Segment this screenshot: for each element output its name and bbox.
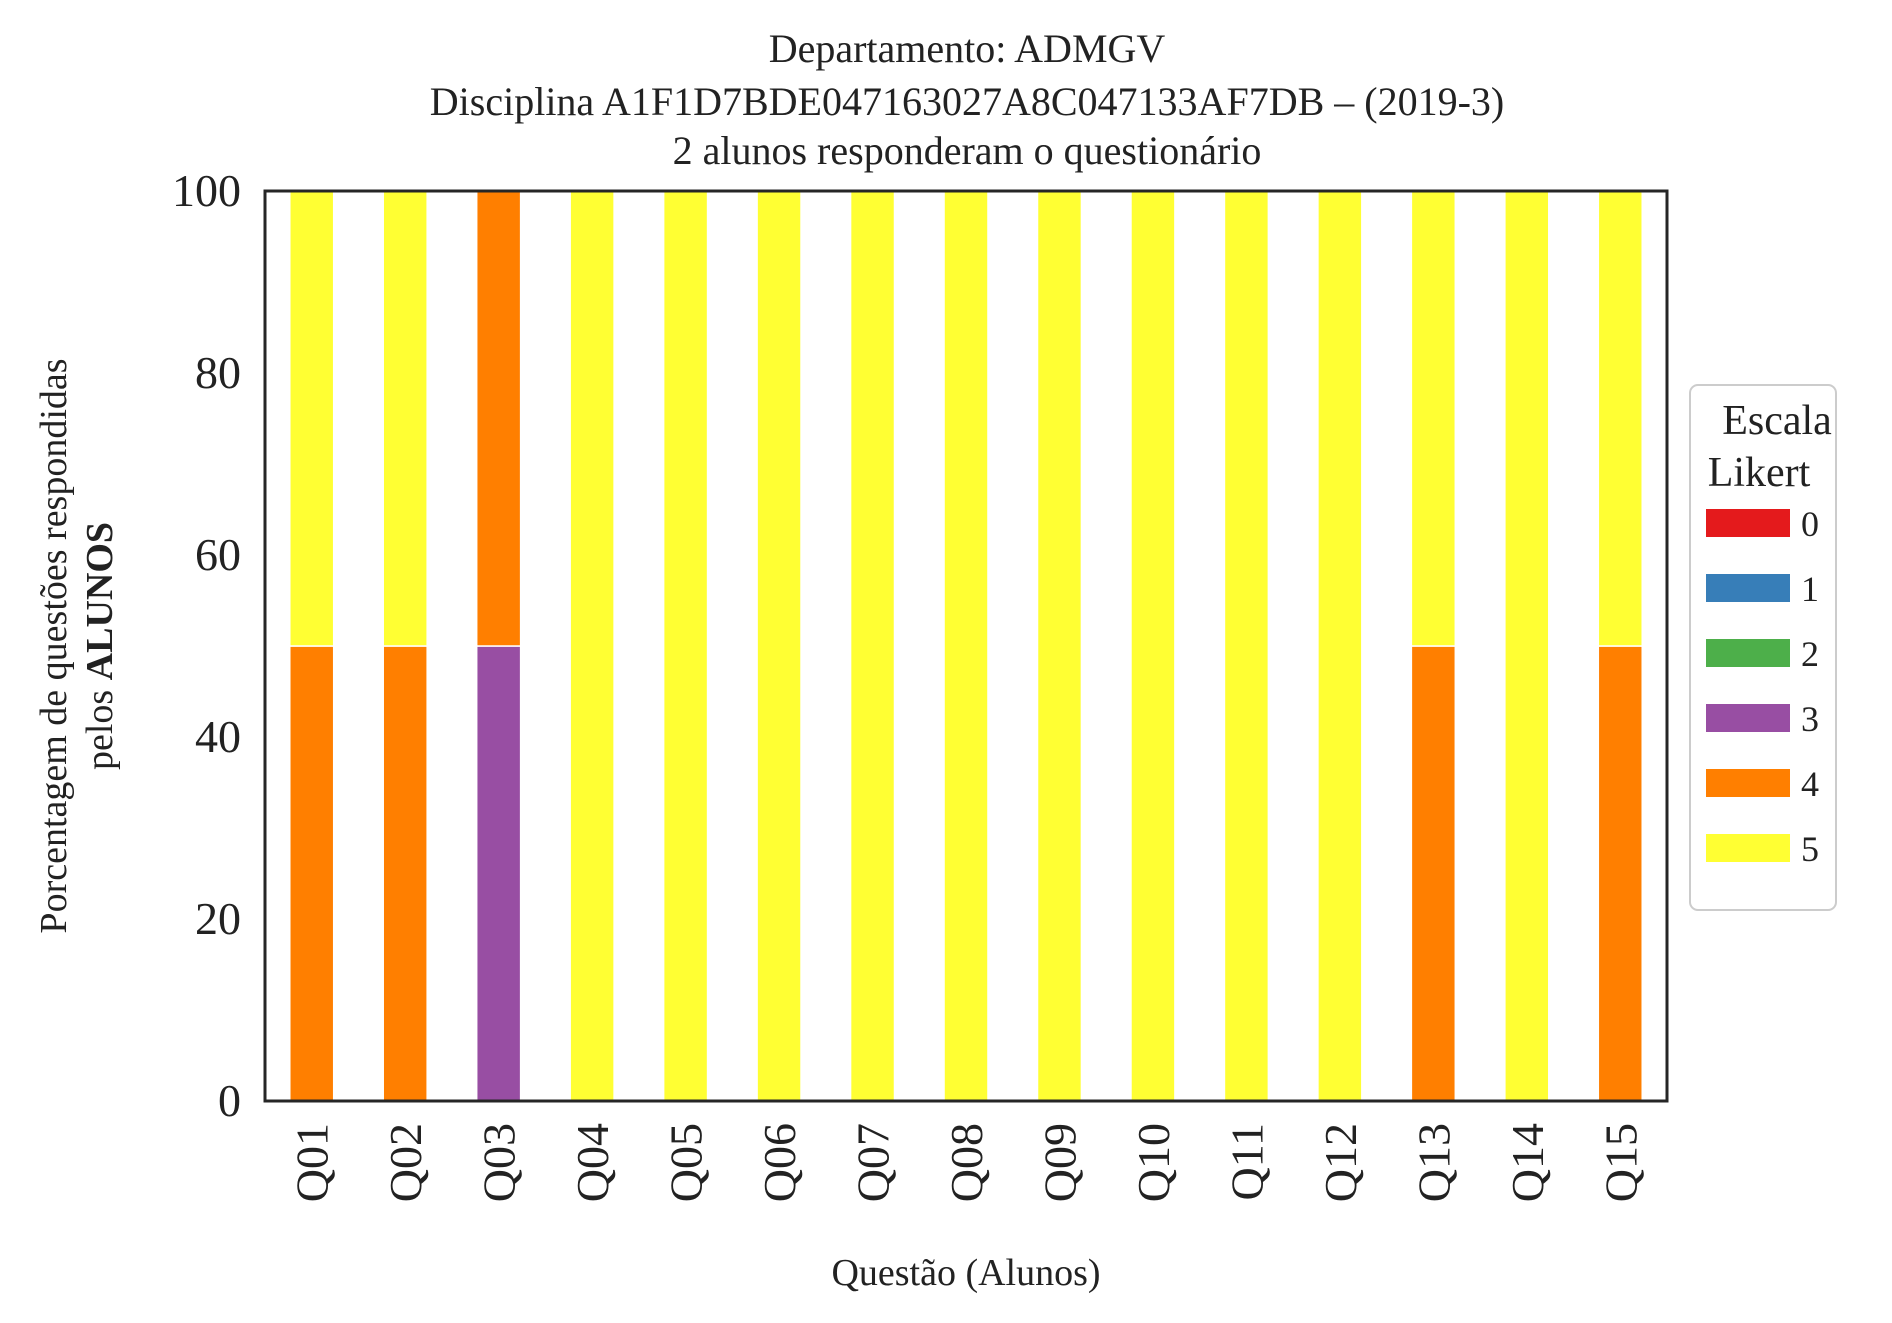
y-tick-label: 40: [195, 711, 241, 762]
bar-segment-q04-scale-5: [569, 190, 615, 1102]
x-tick-label: Q04: [567, 1123, 618, 1202]
y-tick-label: 100: [172, 165, 241, 216]
y-axis-ticks: 0 20 40 60 80 100: [172, 165, 241, 1126]
y-axis-label: Porcentagem de questões respondidas pelo…: [33, 358, 121, 933]
title-line: Departamento: ADMGV: [769, 26, 1166, 71]
x-tick-label: Q06: [754, 1123, 805, 1202]
x-tick-label: Q13: [1408, 1123, 1459, 1202]
bar-segment-q05-scale-5: [662, 190, 709, 1102]
bar-segment-q03-scale-3: [475, 645, 522, 1102]
x-tick-label: Q08: [941, 1123, 992, 1202]
bar-segment-q08-scale-5: [943, 190, 989, 1102]
bar-segment-q09-scale-5: [1036, 190, 1083, 1102]
bar-segment-q15-scale-4: [1597, 645, 1643, 1102]
legend-swatch-scale-1: [1706, 574, 1790, 602]
bar-segment-q13-scale-4: [1410, 645, 1457, 1102]
y-tick-label: 0: [218, 1075, 241, 1126]
legend-label-scale-5: 5: [1801, 829, 1819, 869]
legend-label-scale-1: 1: [1801, 569, 1819, 609]
chart-title: Departamento: ADMGV Disciplina A1F1D7BDE…: [430, 26, 1504, 173]
bar-segment-q02-scale-4: [382, 645, 428, 1102]
bar-segment-q07-scale-5: [849, 190, 896, 1102]
legend-label-scale-2: 2: [1801, 634, 1819, 674]
x-tick-label: Q02: [380, 1123, 431, 1202]
bar-segment-q10-scale-5: [1130, 190, 1176, 1102]
x-tick-label: Q03: [474, 1123, 525, 1202]
subtitle-line-2: 2 alunos responderam o questionário: [673, 128, 1262, 173]
x-axis-label: Questão (Alunos): [831, 1252, 1100, 1294]
x-tick-label: Q14: [1502, 1123, 1553, 1202]
bar-segment-q11-scale-5: [1223, 190, 1270, 1102]
legend-title-line-1: Escala: [1722, 398, 1832, 444]
legend-label-scale-0: 0: [1801, 504, 1819, 544]
y-tick-label: 80: [195, 347, 241, 398]
bar-segment-q15-scale-5: [1597, 190, 1643, 647]
legend-items: 0 1 2 3 4 5: [1706, 504, 1819, 869]
bar-segment-q12-scale-5: [1317, 190, 1363, 1102]
bar-segment-q01-scale-4: [289, 645, 335, 1102]
bar-segment-q02-scale-5: [382, 190, 428, 647]
legend-swatch-scale-2: [1706, 639, 1790, 667]
y-axis-label-bold: ALUNOS: [79, 522, 121, 680]
bar-segment-q06-scale-5: [756, 190, 802, 1102]
legend-swatch-scale-0: [1706, 509, 1790, 537]
plot-frame: [263, 189, 1669, 1103]
legend: Escala Likert 0 1 2 3 4 5: [1689, 384, 1837, 911]
legend-swatch-scale-4: [1706, 769, 1790, 797]
subtitle-line-1: Disciplina A1F1D7BDE047163027A8C047133AF…: [430, 79, 1504, 124]
x-tick-label: Q07: [848, 1123, 899, 1202]
x-tick-label: Q09: [1034, 1123, 1085, 1202]
x-tick-label: Q15: [1595, 1123, 1646, 1202]
bar-segment-q14-scale-5: [1504, 190, 1550, 1102]
x-tick-label: Q05: [661, 1123, 712, 1202]
x-axis-ticks: Q01 Q02 Q03 Q04 Q05 Q06 Q07 Q08 Q09 Q10 Q11 Q12 Q13 Q…: [287, 1123, 1647, 1202]
bars-layer: [289, 190, 1643, 1102]
legend-label-scale-4: 4: [1801, 764, 1819, 804]
legend-swatch-scale-3: [1706, 704, 1790, 732]
y-axis-label-line-2: pelos ALUNOS: [79, 522, 121, 770]
y-axis-label-line-1: Porcentagem de questões respondidas: [33, 358, 75, 933]
bar-segment-q01-scale-5: [289, 190, 335, 647]
x-tick-label: Q12: [1315, 1123, 1366, 1202]
legend-title-line-2: Likert: [1708, 450, 1811, 496]
y-tick-label: 60: [195, 529, 241, 580]
bar-segment-q13-scale-5: [1410, 190, 1457, 647]
bar-segment-q03-scale-4: [475, 190, 522, 647]
x-tick-label: Q10: [1128, 1123, 1179, 1202]
y-tick-label: 20: [195, 893, 241, 944]
legend-swatch-scale-5: [1706, 834, 1790, 862]
x-tick-label: Q11: [1221, 1123, 1272, 1201]
legend-label-scale-3: 3: [1801, 699, 1819, 739]
x-tick-label: Q01: [287, 1123, 338, 1202]
y-axis-label-prefix: pelos: [79, 680, 121, 770]
